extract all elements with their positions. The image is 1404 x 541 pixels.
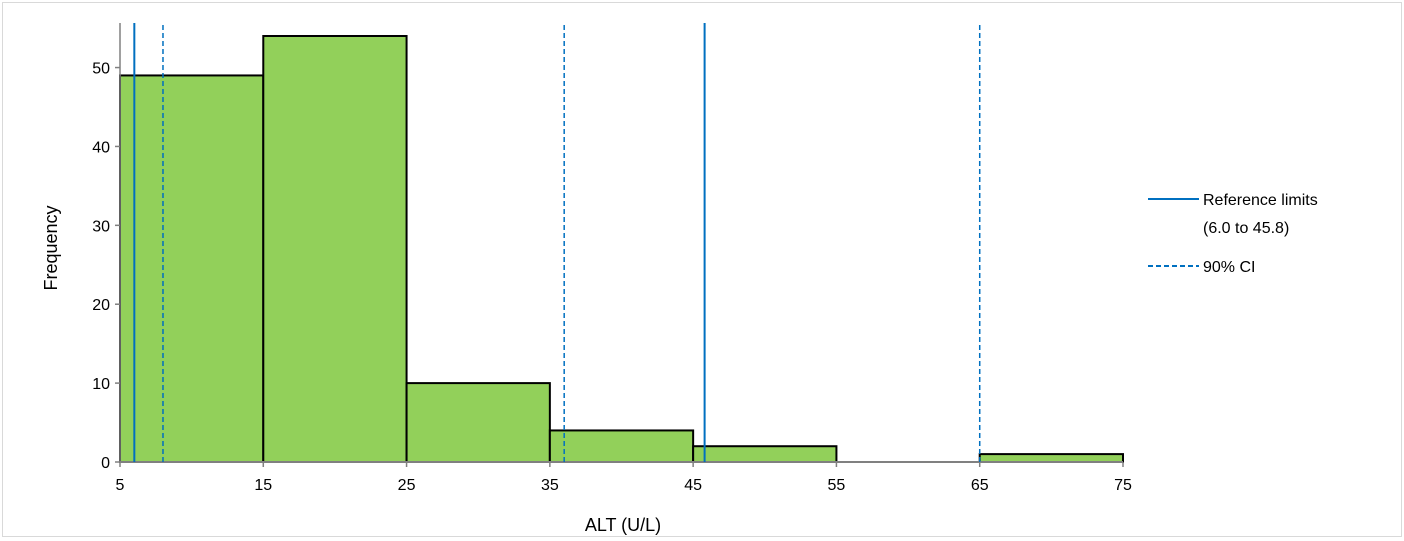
- x-tick-label-65: 65: [971, 477, 989, 494]
- x-tick-label-5: 5: [116, 477, 125, 494]
- histogram-bar-35-45: [548, 429, 695, 464]
- reference-lines-layer: [133, 23, 981, 462]
- y-tick-label-30: 30: [92, 218, 110, 235]
- x-tick-label-45: 45: [684, 477, 702, 494]
- x-axis-title: ALT (U/L): [585, 515, 661, 535]
- legend-ci-label: 90% CI: [1203, 259, 1255, 276]
- y-tick-label-40: 40: [92, 139, 110, 156]
- histogram-bar-65-75: [978, 453, 1125, 464]
- histogram-bar-45-55: [692, 445, 838, 464]
- x-tick-label-25: 25: [398, 477, 416, 494]
- histogram-bar-15-25: [262, 35, 408, 463]
- y-tick-label-50: 50: [92, 61, 110, 78]
- x-tick-label-35: 35: [541, 477, 559, 494]
- x-tick-label-15: 15: [254, 477, 272, 494]
- histogram-chart: 5 15 25 35 45 55 65 75 0 10 20 30 40 50 ALT (U/L) Fre…: [41, 23, 1318, 535]
- legend: Reference limits (6.0 to 45.8) 90% CI: [1148, 192, 1318, 276]
- y-tick-label-20: 20: [92, 297, 110, 314]
- x-tick-label-55: 55: [828, 477, 846, 494]
- y-tick-label-0: 0: [101, 455, 110, 472]
- y-tick-label-10: 10: [92, 376, 110, 393]
- x-tick-label-75: 75: [1114, 477, 1132, 494]
- tick-labels-layer: 5 15 25 35 45 55 65 75 0 10 20 30 40 50: [92, 61, 1132, 494]
- legend-reference-label-line1: Reference limits: [1203, 192, 1318, 209]
- bars-layer: [119, 35, 1125, 464]
- histogram-bar-5-15: [119, 74, 265, 463]
- histogram-bar-25-35: [405, 382, 551, 463]
- axes-layer: [115, 23, 1124, 467]
- y-axis-title: Frequency: [41, 205, 61, 290]
- legend-reference-label-line2: (6.0 to 45.8): [1203, 220, 1289, 237]
